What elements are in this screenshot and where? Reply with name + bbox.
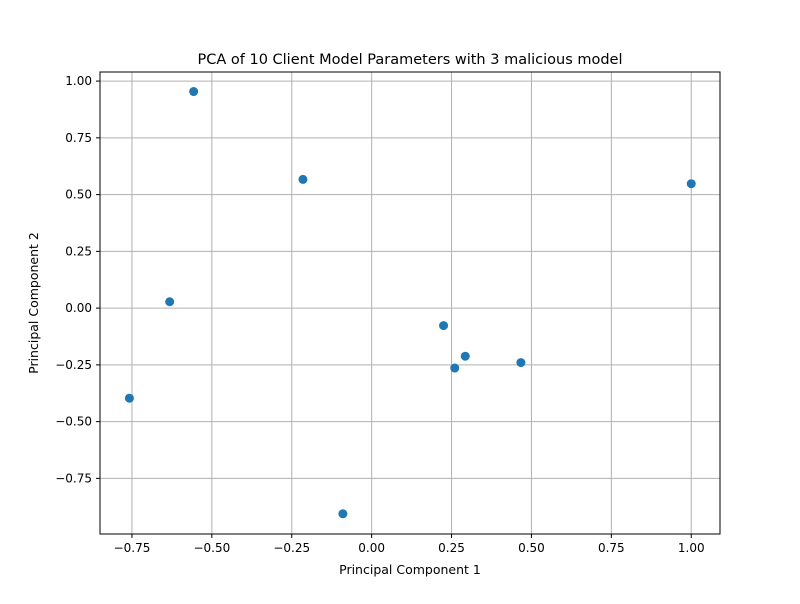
y-tick-label: 0.75 (65, 131, 92, 145)
scatter-point (298, 174, 308, 184)
y-tick-label: 1.00 (65, 74, 92, 88)
y-tick-label: 0.25 (65, 244, 92, 258)
x-tick-label: −0.50 (193, 541, 230, 555)
y-axis-label: Principal Component 2 (26, 232, 41, 374)
scatter-point (439, 321, 449, 331)
scatter-point (124, 393, 134, 403)
grid-lines (100, 72, 720, 534)
scatter-point (686, 179, 696, 189)
x-tick-label: 0.00 (358, 541, 385, 555)
y-tick-label: 0.00 (65, 301, 92, 315)
x-tick-label: 0.75 (598, 541, 625, 555)
x-axis-label: Principal Component 1 (339, 562, 481, 577)
x-tick-label: 0.50 (518, 541, 545, 555)
x-tick-label: 0.25 (438, 541, 465, 555)
x-tick-label: −0.75 (114, 541, 151, 555)
y-tick-label: −0.75 (55, 471, 92, 485)
data-points (124, 87, 696, 519)
scatter-point (516, 358, 526, 368)
chart-title: PCA of 10 Client Model Parameters with 3… (197, 52, 622, 68)
y-tick-label: 0.50 (65, 188, 92, 202)
y-tick-label: −0.25 (55, 358, 92, 372)
x-axis-ticks: −0.75 −0.50 −0.25 0.00 0.25 0.50 0.75 1.00 (114, 534, 705, 555)
x-tick-label: 1.00 (678, 541, 705, 555)
scatter-point (338, 509, 348, 519)
y-tick-label: −0.50 (55, 415, 92, 429)
x-tick-label: −0.25 (273, 541, 310, 555)
scatter-point (189, 87, 199, 97)
scatter-point (165, 297, 175, 307)
axes-frame (99, 71, 721, 535)
scatter-point (460, 351, 470, 361)
y-axis-ticks: −0.75 −0.50 −0.25 0.00 0.25 0.50 0.75 1.00 (55, 74, 100, 485)
scatter-point (450, 363, 460, 373)
